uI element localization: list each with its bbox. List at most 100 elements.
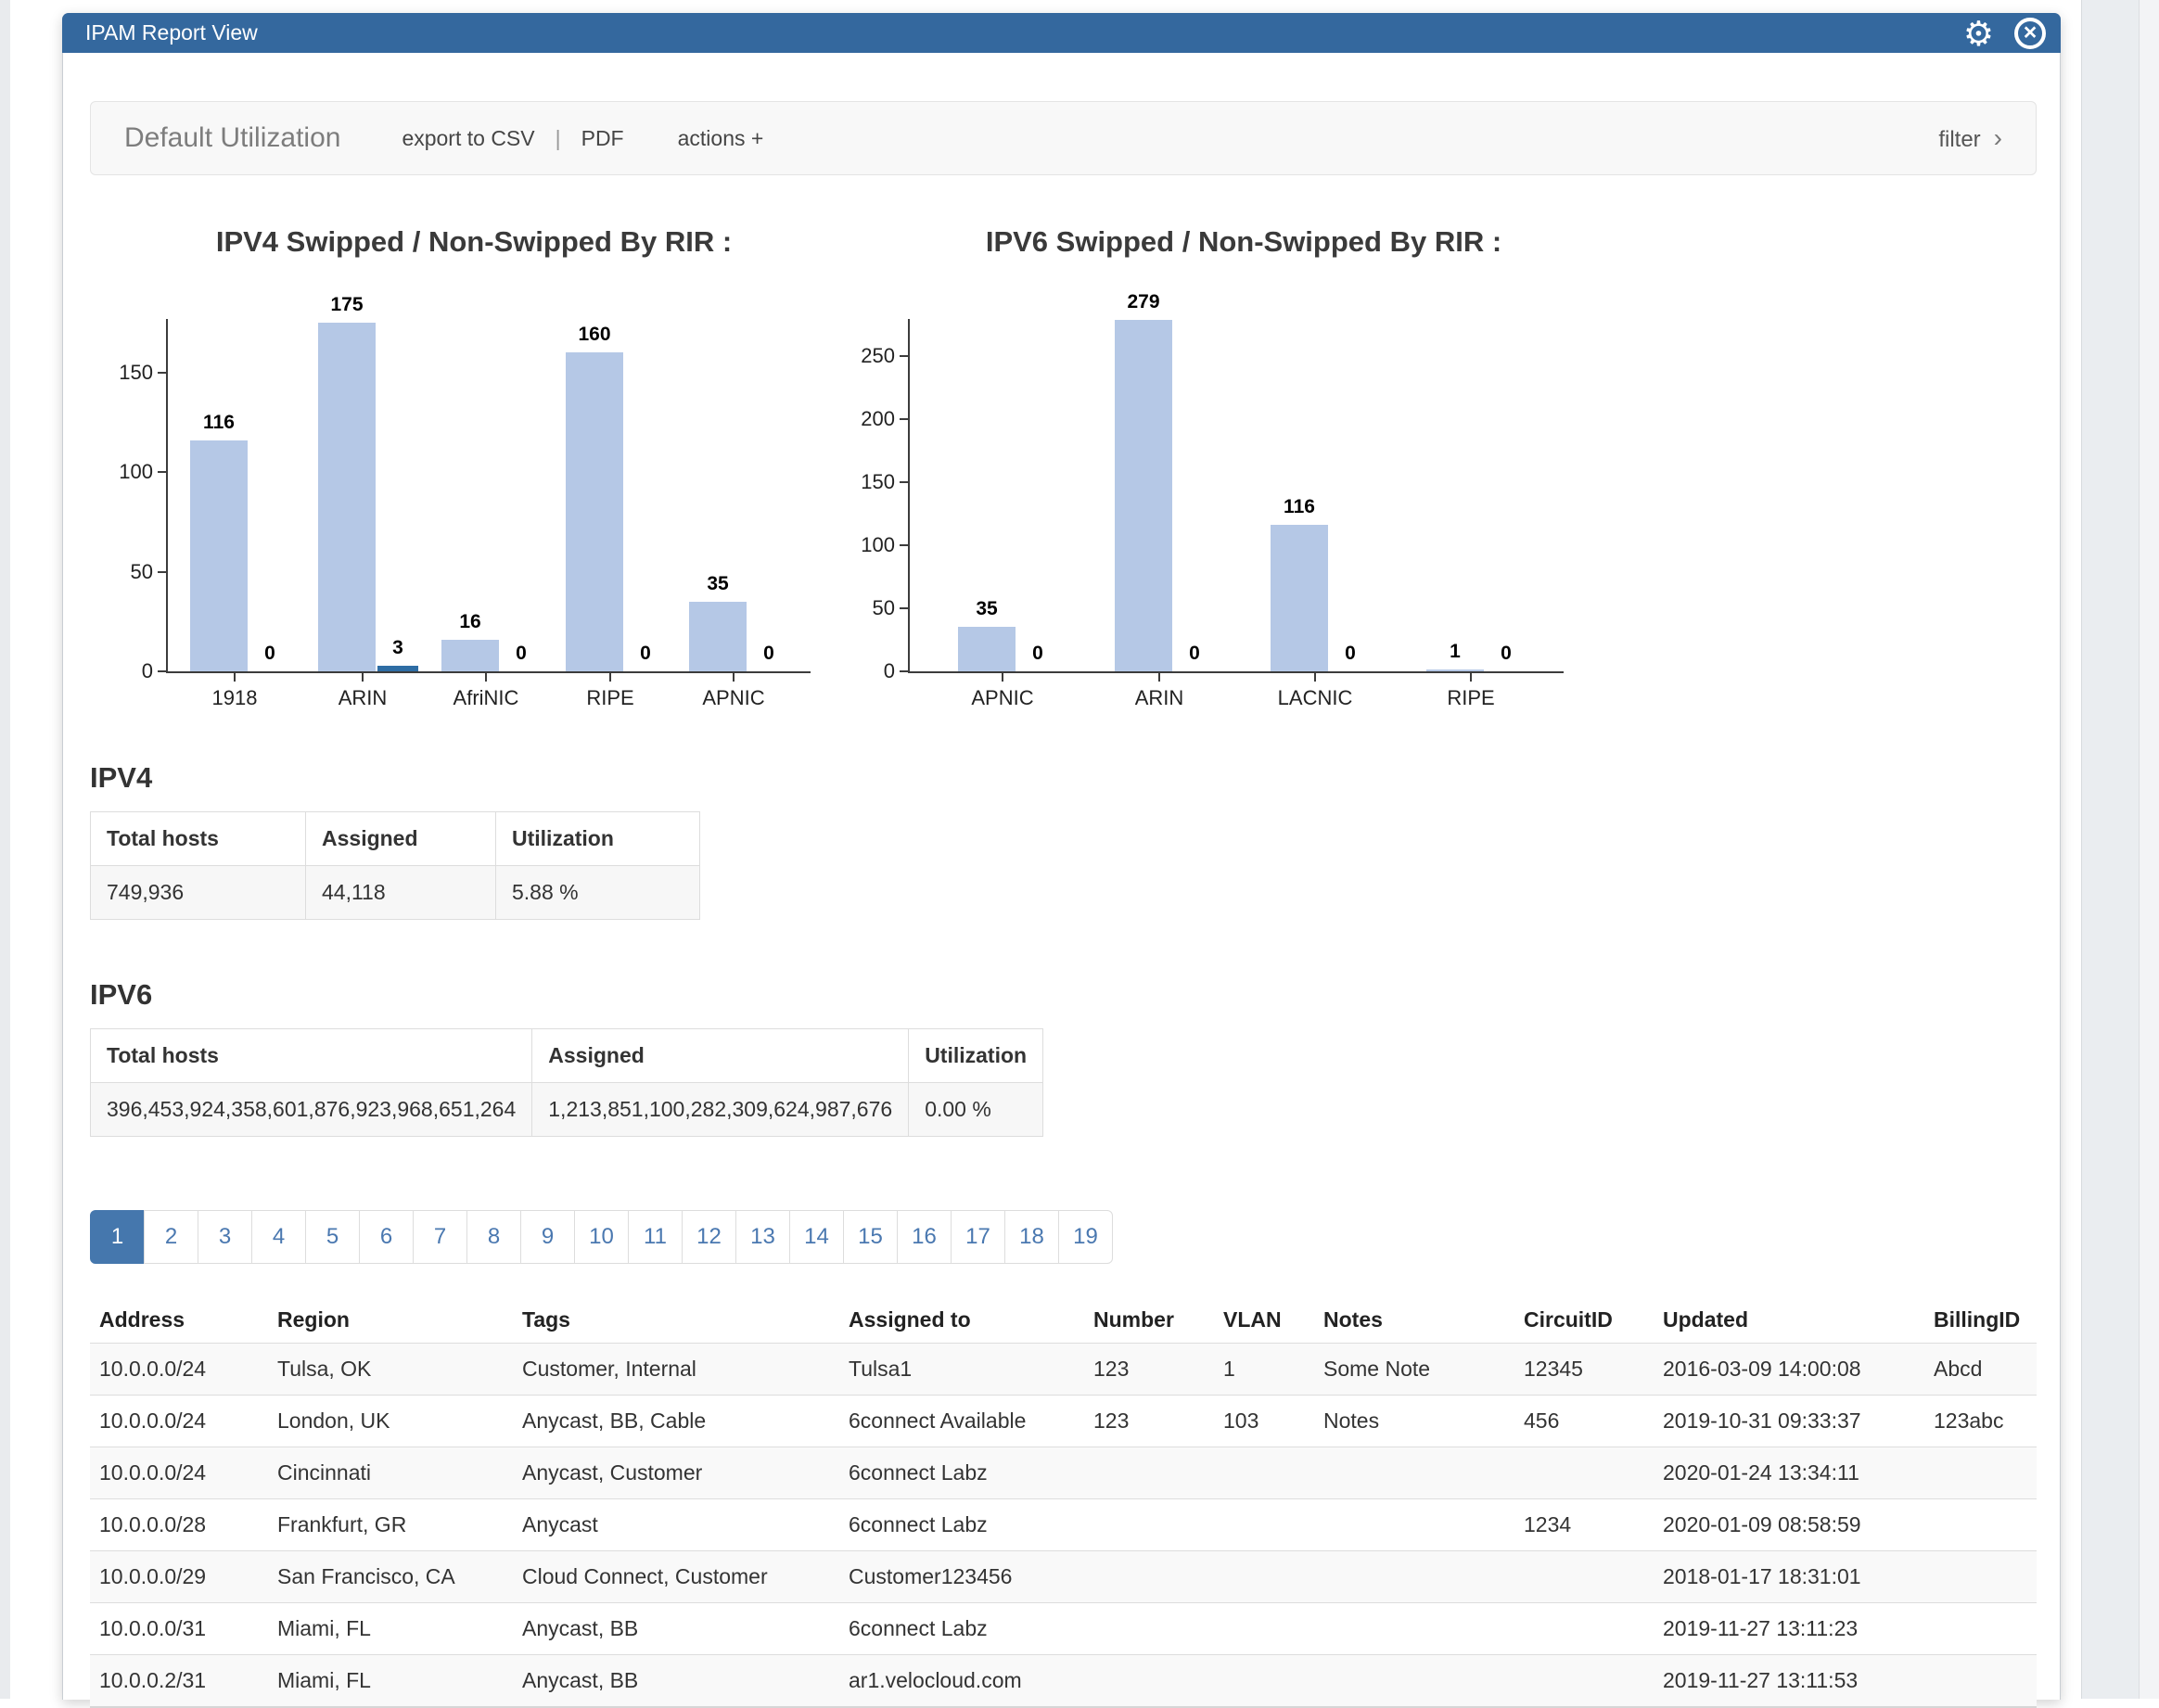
gear-icon[interactable]: ⚙: [1962, 15, 1994, 53]
column-header: Total hosts: [89, 1028, 533, 1083]
table-header-row: Total hosts Assigned Utilization: [90, 811, 700, 866]
page-button-18[interactable]: 18: [1004, 1210, 1059, 1264]
y-tick: [158, 371, 166, 374]
bar-value-label: 0: [1032, 643, 1043, 664]
table-row: 396,453,924,358,601,876,923,968,651,264 …: [89, 1082, 1044, 1137]
records-table: Address Region Tags Assigned to Number VLAN No…: [90, 1297, 2037, 1708]
filter-toggle[interactable]: filter ›: [1938, 123, 2002, 152]
column-header: Utilization: [495, 811, 700, 866]
record-cell: [1314, 1447, 1514, 1499]
bar-value-label: 175: [330, 294, 364, 315]
page-button-19[interactable]: 19: [1058, 1210, 1113, 1264]
y-tick: [158, 570, 166, 573]
record-cell: Abcd: [1924, 1343, 2037, 1396]
category-label: APNIC: [702, 686, 765, 709]
record-cell: ar1.velocloud.com: [839, 1654, 1084, 1707]
ipv4-chart-title: IPV4 Swipped / Non-Swipped By RIR :: [215, 225, 733, 258]
page-button-10[interactable]: 10: [574, 1210, 629, 1264]
x-axis: [908, 671, 1564, 673]
record-cell: 2019-10-31 09:33:37: [1654, 1395, 1924, 1447]
page-button-15[interactable]: 15: [843, 1210, 898, 1264]
record-cell: 456: [1514, 1395, 1654, 1447]
ipv6-chart-title: IPV6 Swipped / Non-Swipped By RIR :: [985, 225, 1502, 258]
export-csv-link[interactable]: export to CSV: [402, 125, 535, 150]
page-button-1[interactable]: 1: [90, 1210, 145, 1264]
record-cell: 2016-03-09 14:00:08: [1654, 1343, 1924, 1396]
y-tick: [900, 481, 908, 483]
page-button-16[interactable]: 16: [897, 1210, 952, 1264]
record-cell: [1084, 1654, 1214, 1707]
page-button-5[interactable]: 5: [305, 1210, 360, 1264]
bar-value-label: 0: [640, 643, 651, 664]
bar-value-label: 0: [1345, 643, 1356, 664]
record-cell: 10.0.0.0/31: [90, 1602, 268, 1655]
record-cell: 2018-01-17 18:31:01: [1654, 1550, 1924, 1603]
table-row: 749,936 44,118 5.88 %: [90, 865, 700, 920]
page-button-17[interactable]: 17: [951, 1210, 1005, 1264]
record-cell: [1314, 1498, 1514, 1551]
category-label: LACNIC: [1277, 686, 1353, 709]
record-cell: [1314, 1550, 1514, 1603]
export-pdf-link[interactable]: PDF: [581, 125, 624, 150]
x-tick: [1314, 673, 1316, 682]
actions-menu-button[interactable]: actions +: [677, 125, 764, 150]
record-cell: Anycast, BB, Cable: [513, 1395, 839, 1447]
category-label: RIPE: [586, 686, 634, 709]
column-header-address: Address: [90, 1297, 268, 1344]
page-button-7[interactable]: 7: [413, 1210, 467, 1264]
page-button-3[interactable]: 3: [198, 1210, 252, 1264]
page-button-13[interactable]: 13: [735, 1210, 790, 1264]
page-button-4[interactable]: 4: [251, 1210, 306, 1264]
y-tick-label: 50: [130, 559, 153, 583]
y-tick: [900, 670, 908, 672]
category-label: 1918: [211, 686, 258, 709]
y-tick: [900, 418, 908, 420]
record-cell: Customer123456: [839, 1550, 1084, 1603]
bar-value-label: 0: [1189, 643, 1200, 664]
record-row: 10.0.0.0/28 Frankfurt, GR Anycast 6connect …: [90, 1498, 2037, 1551]
record-row: 10.0.0.0/29 San Francisco, CA Cloud Connec…: [90, 1550, 2037, 1603]
ipv6-summary-table: Total hosts Assigned Utilization 396,453…: [89, 1028, 1044, 1137]
x-tick: [485, 673, 487, 682]
ipv4-section-heading: IPV4: [90, 761, 153, 794]
bar-value-label: 116: [1284, 496, 1315, 517]
page-button-8[interactable]: 8: [466, 1210, 521, 1264]
close-icon[interactable]: ×: [2014, 18, 2046, 49]
bar-value-label: 0: [763, 643, 774, 664]
page-button-6[interactable]: 6: [359, 1210, 414, 1264]
record-cell: 10.0.0.0/29: [90, 1550, 268, 1603]
page-button-12[interactable]: 12: [682, 1210, 736, 1264]
bar-value-label: 16: [459, 611, 481, 632]
record-cell: [1084, 1447, 1214, 1499]
category-label: APNIC: [971, 686, 1034, 709]
bar-series1: [1271, 525, 1328, 671]
page-button-9[interactable]: 9: [520, 1210, 575, 1264]
record-cell: [1214, 1498, 1314, 1551]
y-tick: [158, 670, 166, 672]
record-cell: Anycast, BB: [513, 1602, 839, 1655]
record-cell: 10.0.0.2/31: [90, 1654, 268, 1707]
record-cell: Some Note: [1314, 1343, 1514, 1396]
ipv6-rir-chart: IPV6 Swipped / Non-Swipped By RIR : 0 50 1…: [861, 186, 1605, 743]
y-tick: [900, 355, 908, 357]
record-cell: Miami, FL: [268, 1654, 513, 1707]
category-label: AfriNIC: [453, 686, 519, 709]
vertical-scrollbar[interactable]: [2139, 0, 2159, 1699]
column-header: Total hosts: [90, 811, 306, 866]
record-cell: 123: [1084, 1343, 1214, 1396]
page-button-11[interactable]: 11: [628, 1210, 683, 1264]
x-tick: [1158, 673, 1160, 682]
record-cell: [1514, 1447, 1654, 1499]
record-cell: 12345: [1514, 1343, 1654, 1396]
page-button-2[interactable]: 2: [144, 1210, 198, 1264]
bar-series1: [441, 640, 499, 671]
y-tick-label: 150: [861, 470, 895, 493]
record-cell: [1314, 1602, 1514, 1655]
page-button-14[interactable]: 14: [789, 1210, 844, 1264]
record-cell: Anycast, Customer: [513, 1447, 839, 1499]
x-tick: [362, 673, 364, 682]
bar-value-label: 160: [578, 324, 611, 345]
record-row: 10.0.0.0/24 Tulsa, OK Customer, Internal Tu…: [90, 1343, 2037, 1396]
record-cell: [1084, 1550, 1214, 1603]
record-cell: [1514, 1654, 1654, 1707]
